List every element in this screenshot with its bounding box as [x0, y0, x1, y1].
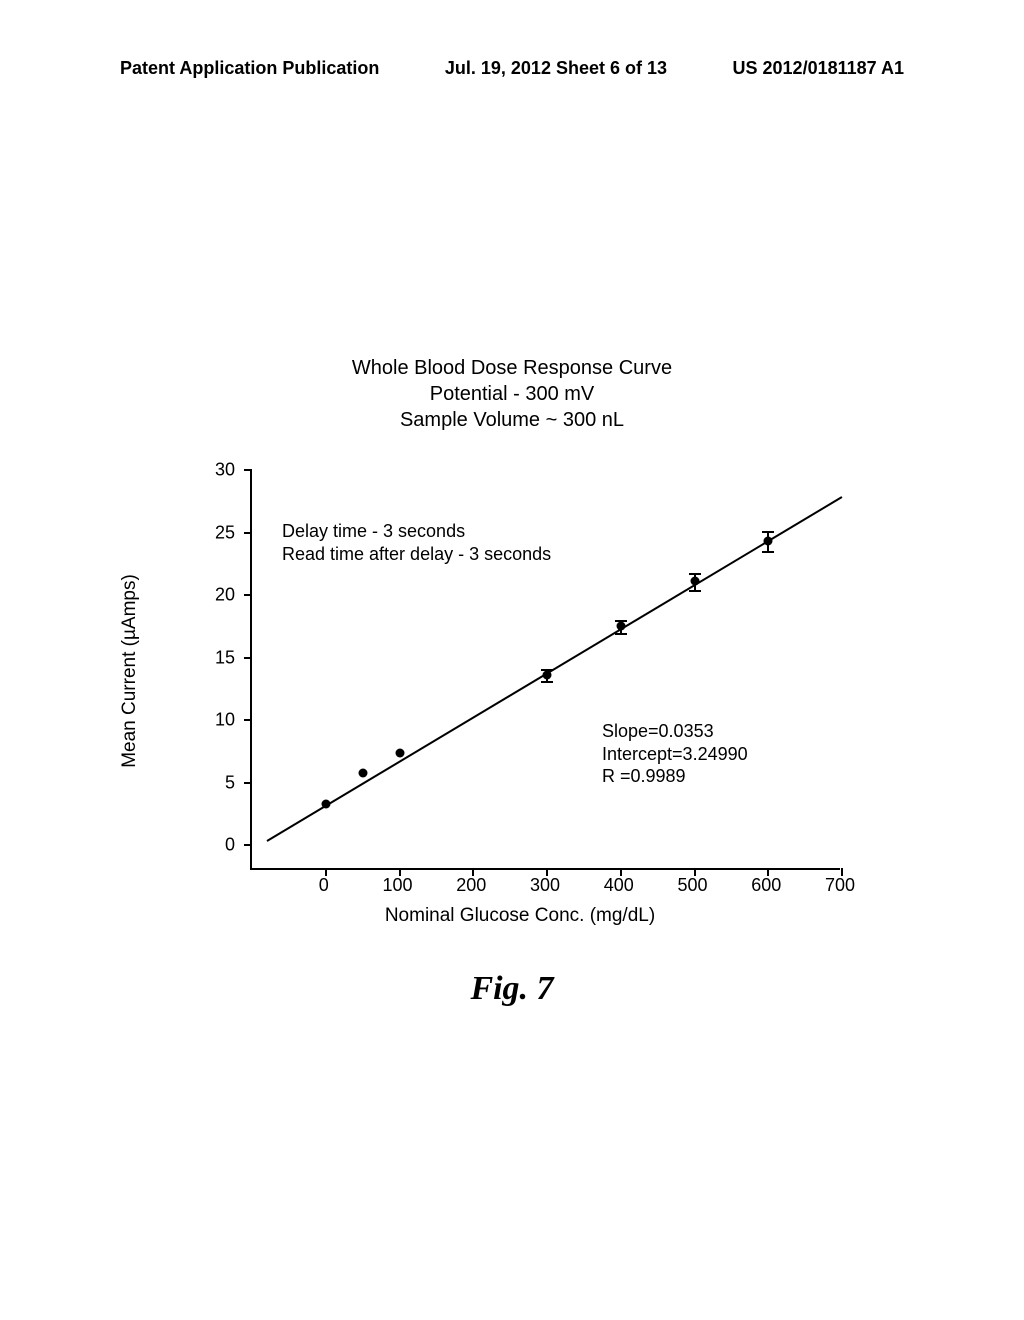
y-tick — [244, 719, 252, 721]
plot-area: Delay time - 3 seconds Read time after d… — [250, 470, 840, 870]
data-point — [395, 748, 404, 757]
chart-title: Whole Blood Dose Response Curve Potentia… — [0, 355, 1024, 433]
y-axis-title: Mean Current (µAmps) — [119, 574, 141, 768]
header-right: US 2012/0181187 A1 — [733, 58, 904, 79]
y-tick-label: 0 — [185, 835, 235, 856]
error-cap — [689, 573, 701, 575]
y-tick-label: 15 — [185, 647, 235, 668]
x-tick-label: 0 — [319, 875, 329, 896]
x-tick-label: 100 — [382, 875, 412, 896]
y-tick-label: 5 — [185, 772, 235, 793]
annotation-stats-line2: Intercept=3.24990 — [602, 743, 748, 766]
annotation-stats: Slope=0.0353 Intercept=3.24990 R =0.9989 — [602, 720, 748, 788]
chart-title-line2: Potential - 300 mV — [0, 381, 1024, 407]
x-tick-label: 200 — [456, 875, 486, 896]
y-tick-label: 25 — [185, 522, 235, 543]
chart-title-line1: Whole Blood Dose Response Curve — [0, 355, 1024, 381]
y-tick — [244, 844, 252, 846]
y-tick — [244, 532, 252, 534]
data-point — [764, 537, 773, 546]
x-axis-title: Nominal Glucose Conc. (mg/dL) — [180, 905, 860, 927]
y-tick — [244, 782, 252, 784]
page-header: Patent Application Publication Jul. 19, … — [0, 58, 1024, 79]
figure-label: Fig. 7 — [0, 970, 1024, 1008]
error-cap — [615, 633, 627, 635]
chart-container: Delay time - 3 seconds Read time after d… — [180, 460, 860, 920]
annotation-stats-line1: Slope=0.0353 — [602, 720, 748, 743]
data-point — [690, 577, 699, 586]
data-point — [543, 671, 552, 680]
error-cap — [762, 551, 774, 553]
y-tick-label: 10 — [185, 710, 235, 731]
x-tick-label: 500 — [677, 875, 707, 896]
error-cap — [541, 681, 553, 683]
y-tick — [244, 657, 252, 659]
x-tick-label: 300 — [530, 875, 560, 896]
y-tick — [244, 594, 252, 596]
data-point — [358, 768, 367, 777]
error-cap — [762, 531, 774, 533]
x-tick-label: 600 — [751, 875, 781, 896]
header-center: Jul. 19, 2012 Sheet 6 of 13 — [445, 58, 667, 79]
x-tick-label: 700 — [825, 875, 855, 896]
header-left: Patent Application Publication — [120, 58, 379, 79]
annotation-stats-line3: R =0.9989 — [602, 765, 748, 788]
data-point — [616, 622, 625, 631]
y-tick-label: 30 — [185, 460, 235, 481]
data-point — [321, 799, 330, 808]
annotation-delay: Delay time - 3 seconds Read time after d… — [282, 520, 551, 565]
y-tick — [244, 469, 252, 471]
annotation-delay-line2: Read time after delay - 3 seconds — [282, 543, 551, 566]
y-tick-label: 20 — [185, 585, 235, 606]
chart-title-line3: Sample Volume ~ 300 nL — [0, 407, 1024, 433]
error-cap — [689, 590, 701, 592]
x-tick-label: 400 — [604, 875, 634, 896]
annotation-delay-line1: Delay time - 3 seconds — [282, 520, 551, 543]
